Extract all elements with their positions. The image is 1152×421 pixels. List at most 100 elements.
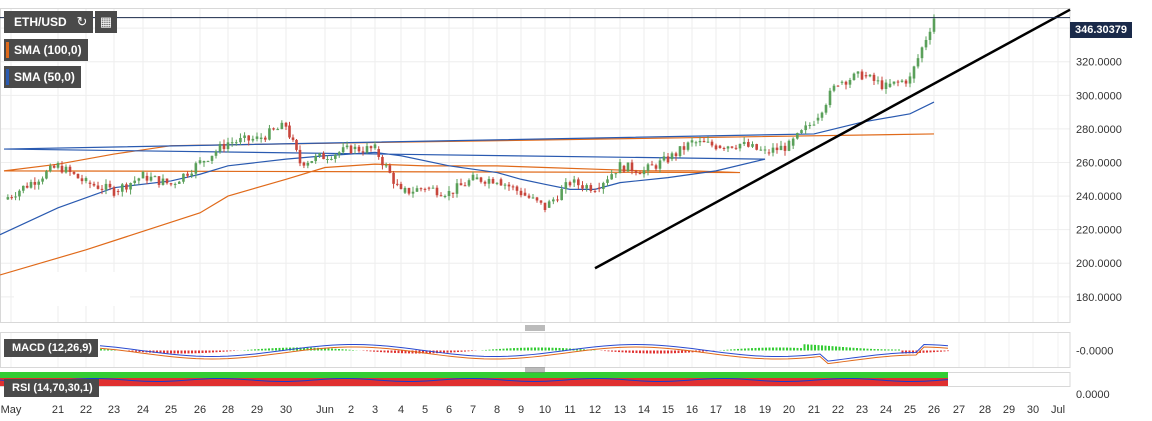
candle-body (535, 197, 539, 201)
macd-histogram-bar (947, 350, 949, 352)
candle-body (6, 197, 10, 200)
macd-histogram-bar (786, 347, 788, 351)
macd-legend[interactable]: MACD (12,26,9) (4, 339, 99, 357)
time-tick-label: 2 (348, 404, 354, 416)
macd-panel: -0.0000 (99, 343, 1113, 365)
macd-histogram-bar (516, 347, 519, 351)
candle-body (334, 154, 337, 159)
macd-histogram-bar (485, 349, 487, 351)
candle-body (33, 182, 37, 185)
candle-body (443, 196, 447, 198)
time-tick-label: 13 (614, 404, 626, 416)
candle-body (892, 81, 896, 84)
candle-body (556, 199, 559, 201)
time-tick-label: 29 (1003, 404, 1015, 416)
macd-histogram-bar (159, 350, 162, 354)
macd-histogram-bar (898, 349, 900, 351)
macd-histogram-bar (912, 350, 914, 354)
candle-body (796, 133, 799, 139)
macd-histogram-bar (887, 349, 890, 351)
macd-histogram-bar (467, 350, 470, 352)
candle-body (543, 202, 547, 210)
sma100-path (0, 133, 935, 276)
macd-histogram-bar (621, 350, 624, 353)
time-tick-label: 24 (137, 404, 149, 416)
price-tick-label: 200.0000 (1076, 258, 1122, 270)
candle-body (186, 173, 189, 176)
candle-body (447, 190, 451, 197)
macd-histogram-bar (268, 348, 270, 351)
candle-body (896, 81, 900, 83)
candle-body (330, 158, 333, 160)
rsi-legend-text: RSI (14,70,30,1) (12, 382, 93, 394)
rsi-overbought-band (0, 372, 948, 378)
macd-histogram-bar (940, 350, 942, 352)
macd-histogram-bar (646, 350, 648, 354)
candle-body (650, 164, 654, 166)
time-tick-label: 3 (372, 404, 378, 416)
candle-body (149, 176, 153, 181)
macd-histogram-bar (495, 349, 498, 351)
candle-body (658, 160, 662, 169)
sma100-legend[interactable]: SMA (100,0) (4, 39, 88, 61)
macd-histogram-bar (523, 347, 526, 351)
candle-body (593, 190, 597, 192)
macd-histogram-bar (471, 350, 473, 352)
macd-histogram-bar (674, 350, 676, 354)
candle-body (523, 192, 527, 196)
candle-body (552, 199, 555, 202)
sma50-legend-text: SMA (50,0) (14, 70, 75, 84)
candle-body (349, 145, 353, 154)
macd-histogram-bar (772, 347, 774, 351)
macd-histogram-bar (110, 349, 113, 351)
macd-histogram-bar (453, 350, 456, 353)
candle-body (932, 18, 936, 32)
macd-histogram-bar (506, 348, 508, 351)
macd-histogram-bar (443, 350, 445, 353)
sma50-legend[interactable]: SMA (50,0) (4, 66, 81, 88)
candle-body (726, 146, 730, 149)
candle-body (872, 74, 876, 81)
candle-body (564, 182, 568, 190)
candle-body (682, 146, 686, 150)
macd-histogram-bar (803, 344, 806, 351)
macd-histogram-bar (163, 350, 165, 354)
macd-histogram-bar (278, 347, 281, 351)
candle-body (234, 142, 238, 144)
candle-body (602, 182, 605, 190)
macd-histogram-bar (901, 350, 904, 354)
macd-histogram-bar (551, 347, 554, 351)
candle-body (116, 191, 120, 193)
signal-line (99, 346, 949, 365)
panel-resize-handles[interactable] (525, 325, 545, 373)
candle-body (581, 185, 584, 189)
candle-body (388, 165, 392, 173)
macd-histogram-bar (793, 347, 795, 351)
symbol-label[interactable]: ETH/USD (4, 11, 73, 33)
candle-body (45, 171, 48, 179)
candle-body (767, 152, 771, 154)
candle-body (763, 149, 767, 151)
macd-histogram-bar (460, 350, 463, 352)
rsi-legend[interactable]: RSI (14,70,30,1) (4, 379, 99, 397)
macd-histogram-bar (170, 350, 172, 354)
candle-body (836, 85, 840, 87)
refresh-icon[interactable]: ↻ (71, 11, 93, 33)
macd-histogram-bar (733, 349, 736, 351)
macd-histogram-bar (632, 350, 634, 353)
macd-histogram-bar (852, 347, 855, 351)
macd-histogram-bar (509, 348, 512, 351)
macd-histogram-bar (604, 350, 606, 352)
macd-histogram-bar (345, 349, 347, 351)
macd-histogram-bar (859, 348, 862, 351)
calendar-icon[interactable]: ▦ (95, 11, 117, 33)
candle-body (515, 186, 519, 191)
macd-histogram-bar (642, 350, 645, 354)
macd-histogram-bar (800, 348, 802, 351)
macd-histogram-bar (457, 350, 459, 353)
macd-histogram-bar (513, 348, 515, 351)
candle-body (198, 160, 202, 164)
candle-body (868, 74, 872, 77)
macd-histogram-bar (737, 348, 739, 351)
